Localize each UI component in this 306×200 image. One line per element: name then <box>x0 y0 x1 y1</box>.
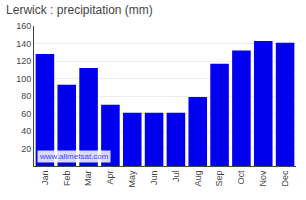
svg-text:140: 140 <box>16 39 31 49</box>
svg-text:20: 20 <box>21 144 31 154</box>
svg-text:Oct: Oct <box>236 170 246 185</box>
svg-text:120: 120 <box>16 56 31 66</box>
svg-text:Mar: Mar <box>84 171 94 187</box>
svg-text:Apr: Apr <box>105 171 115 185</box>
svg-text:Aug: Aug <box>193 171 203 187</box>
svg-text:Jun: Jun <box>149 171 159 186</box>
svg-text:Jan: Jan <box>40 171 50 186</box>
svg-text:Feb: Feb <box>62 171 72 187</box>
svg-text:100: 100 <box>16 74 31 84</box>
svg-text:Lerwick : precipitation (mm): Lerwick : precipitation (mm) <box>6 3 153 17</box>
svg-text:Dec: Dec <box>280 170 290 187</box>
svg-text:80: 80 <box>21 91 31 101</box>
svg-text:40: 40 <box>21 126 31 136</box>
svg-text:www.allmetsat.com: www.allmetsat.com <box>39 152 109 161</box>
svg-text:May: May <box>127 170 137 188</box>
svg-text:60: 60 <box>21 109 31 119</box>
svg-text:Sep: Sep <box>215 171 225 187</box>
svg-text:Nov: Nov <box>258 170 268 187</box>
svg-text:160: 160 <box>16 21 31 31</box>
svg-text:Jul: Jul <box>171 171 181 183</box>
